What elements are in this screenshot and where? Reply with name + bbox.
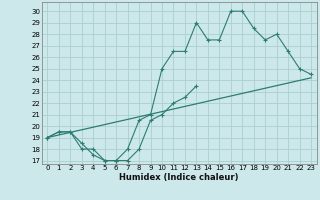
- X-axis label: Humidex (Indice chaleur): Humidex (Indice chaleur): [119, 173, 239, 182]
